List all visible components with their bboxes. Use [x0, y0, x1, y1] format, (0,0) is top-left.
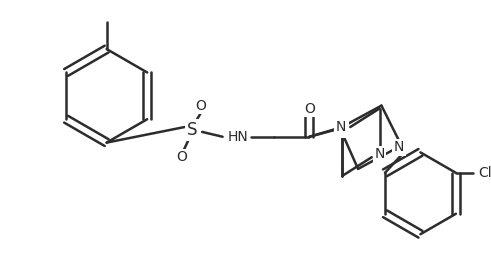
Text: Cl: Cl [478, 166, 491, 180]
Text: N: N [374, 147, 385, 161]
Text: O: O [176, 150, 187, 164]
Text: N: N [335, 120, 346, 134]
Text: S: S [187, 121, 198, 139]
Text: HN: HN [228, 130, 248, 144]
Text: N: N [394, 141, 404, 154]
Text: N: N [337, 123, 348, 137]
Text: O: O [196, 99, 207, 113]
Text: O: O [304, 102, 315, 115]
